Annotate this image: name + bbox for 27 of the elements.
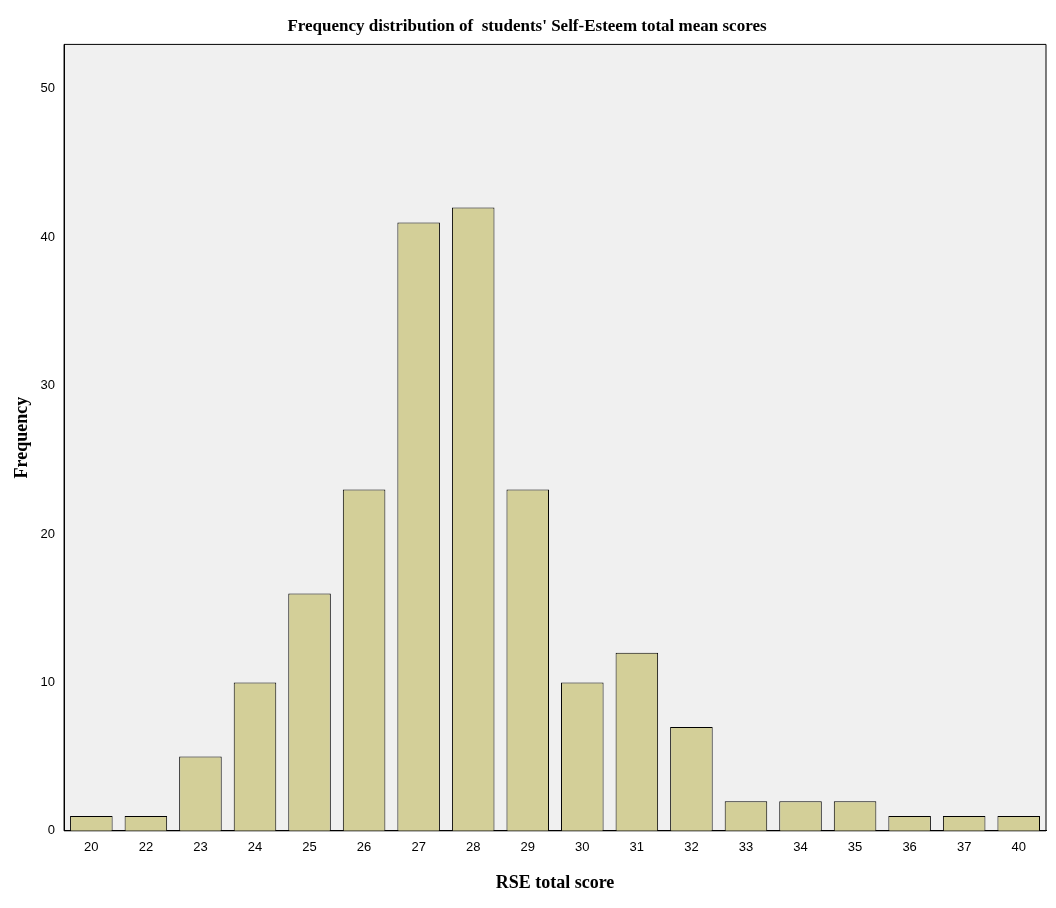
x-tick-label: 37: [956, 839, 972, 855]
x-tick-label: 40: [1011, 839, 1026, 855]
y-tick-label: 20: [40, 525, 56, 541]
x-tick-label: 20: [84, 839, 99, 855]
x-tick-label: 27: [411, 839, 426, 855]
y-tick-label: 10: [40, 674, 56, 689]
y-tick-label: 40: [40, 228, 56, 244]
y-tick-label: 50: [40, 80, 56, 96]
x-tick-label: 31: [629, 839, 645, 855]
y-axis-title: Frequency: [11, 396, 32, 479]
x-tick-label: 28: [465, 839, 481, 855]
x-tick-label: 35: [847, 839, 863, 855]
x-tick-label: 33: [738, 839, 754, 855]
x-tick-label: 34: [793, 839, 808, 855]
y-tick-label: 30: [40, 377, 56, 393]
x-tick-label: 29: [520, 839, 535, 855]
x-axis-title: RSE total score: [495, 871, 615, 892]
x-tick-label: 30: [575, 839, 590, 855]
x-tick-label: 32: [684, 839, 699, 855]
x-tick-label: 36: [902, 839, 917, 855]
x-tick-label: 25: [302, 839, 317, 855]
x-tick-label: 23: [193, 839, 208, 855]
y-tick-label: 0: [47, 822, 56, 838]
chart-title: Frequency distribution of students' Self-Esteem total mean scores: [287, 15, 767, 35]
x-tick-label: 24: [247, 839, 263, 855]
x-tick-label: 22: [138, 839, 154, 855]
x-tick-label: 26: [356, 839, 372, 855]
